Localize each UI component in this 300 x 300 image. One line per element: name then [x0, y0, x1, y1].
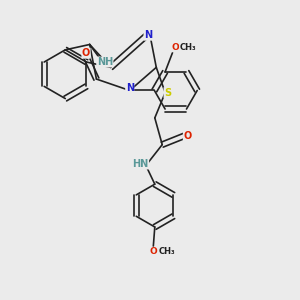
Text: HN: HN: [132, 159, 149, 169]
Text: O: O: [183, 131, 192, 141]
Text: O: O: [82, 48, 90, 58]
Text: N: N: [126, 83, 134, 93]
Text: CH₃: CH₃: [180, 43, 196, 52]
Text: S: S: [164, 88, 171, 98]
Text: N: N: [144, 30, 152, 40]
Text: NH: NH: [97, 57, 113, 67]
Text: O: O: [171, 43, 179, 52]
Text: CH₃: CH₃: [158, 247, 175, 256]
Text: O: O: [149, 247, 157, 256]
